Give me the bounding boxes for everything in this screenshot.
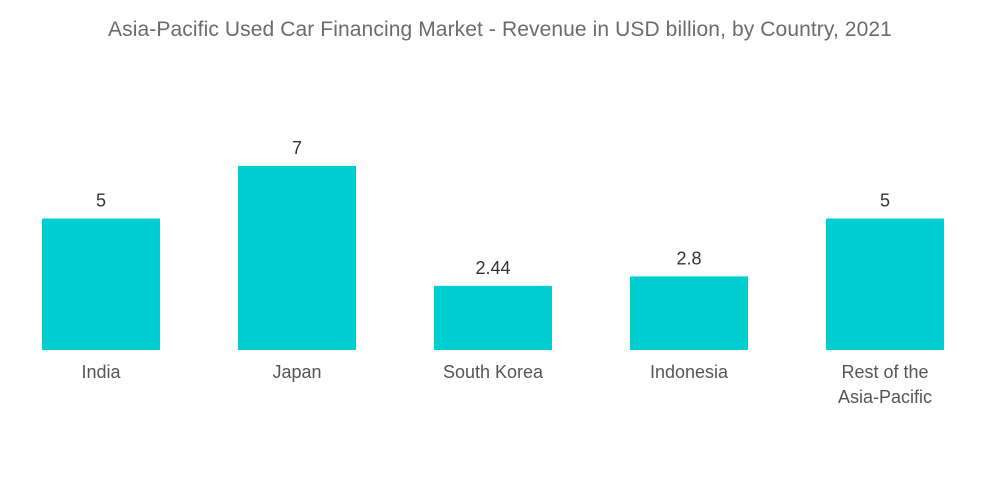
category-label-3: Indonesia <box>650 362 729 382</box>
category-label-line: Indonesia <box>650 362 729 382</box>
category-label-line: Asia-Pacific <box>838 387 932 407</box>
category-label-line: South Korea <box>443 362 544 382</box>
bars-layer <box>42 165 944 350</box>
chart-title: Asia-Pacific Used Car Financing Market -… <box>108 18 892 41</box>
bar-value-label-2: 2.44 <box>475 258 510 278</box>
bar-value-label-3: 2.8 <box>676 248 701 268</box>
value-labels-layer: 5 7 2.44 2.8 5 <box>96 138 890 278</box>
category-label-2: South Korea <box>443 362 544 382</box>
category-label-1: Japan <box>272 362 321 382</box>
category-labels-layer: India Japan South Korea Indonesia Rest of th… <box>81 362 932 407</box>
bar-1 <box>238 165 356 350</box>
category-label-line: India <box>81 362 121 382</box>
bar-0 <box>42 218 160 350</box>
bar-2 <box>434 285 552 350</box>
category-label-0: India <box>81 362 121 382</box>
category-label-4: Rest of the Asia-Pacific <box>838 362 932 407</box>
bar-4 <box>826 218 944 350</box>
bar-value-label-1: 7 <box>292 138 302 158</box>
bar-value-label-4: 5 <box>880 191 890 211</box>
bar-value-label-0: 5 <box>96 191 106 211</box>
bar-3 <box>630 276 748 350</box>
category-label-line: Rest of the <box>841 362 928 382</box>
category-label-line: Japan <box>272 362 321 382</box>
